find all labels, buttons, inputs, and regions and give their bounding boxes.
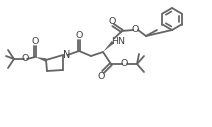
Text: HN: HN — [112, 37, 126, 46]
Text: O: O — [121, 59, 128, 68]
Text: O: O — [75, 31, 83, 41]
Text: O: O — [132, 25, 139, 34]
Polygon shape — [35, 57, 46, 62]
Text: N: N — [63, 50, 70, 60]
Text: O: O — [31, 37, 39, 46]
Text: O: O — [21, 54, 29, 63]
Text: O: O — [108, 17, 116, 26]
Polygon shape — [103, 41, 114, 52]
Text: O: O — [97, 72, 105, 81]
